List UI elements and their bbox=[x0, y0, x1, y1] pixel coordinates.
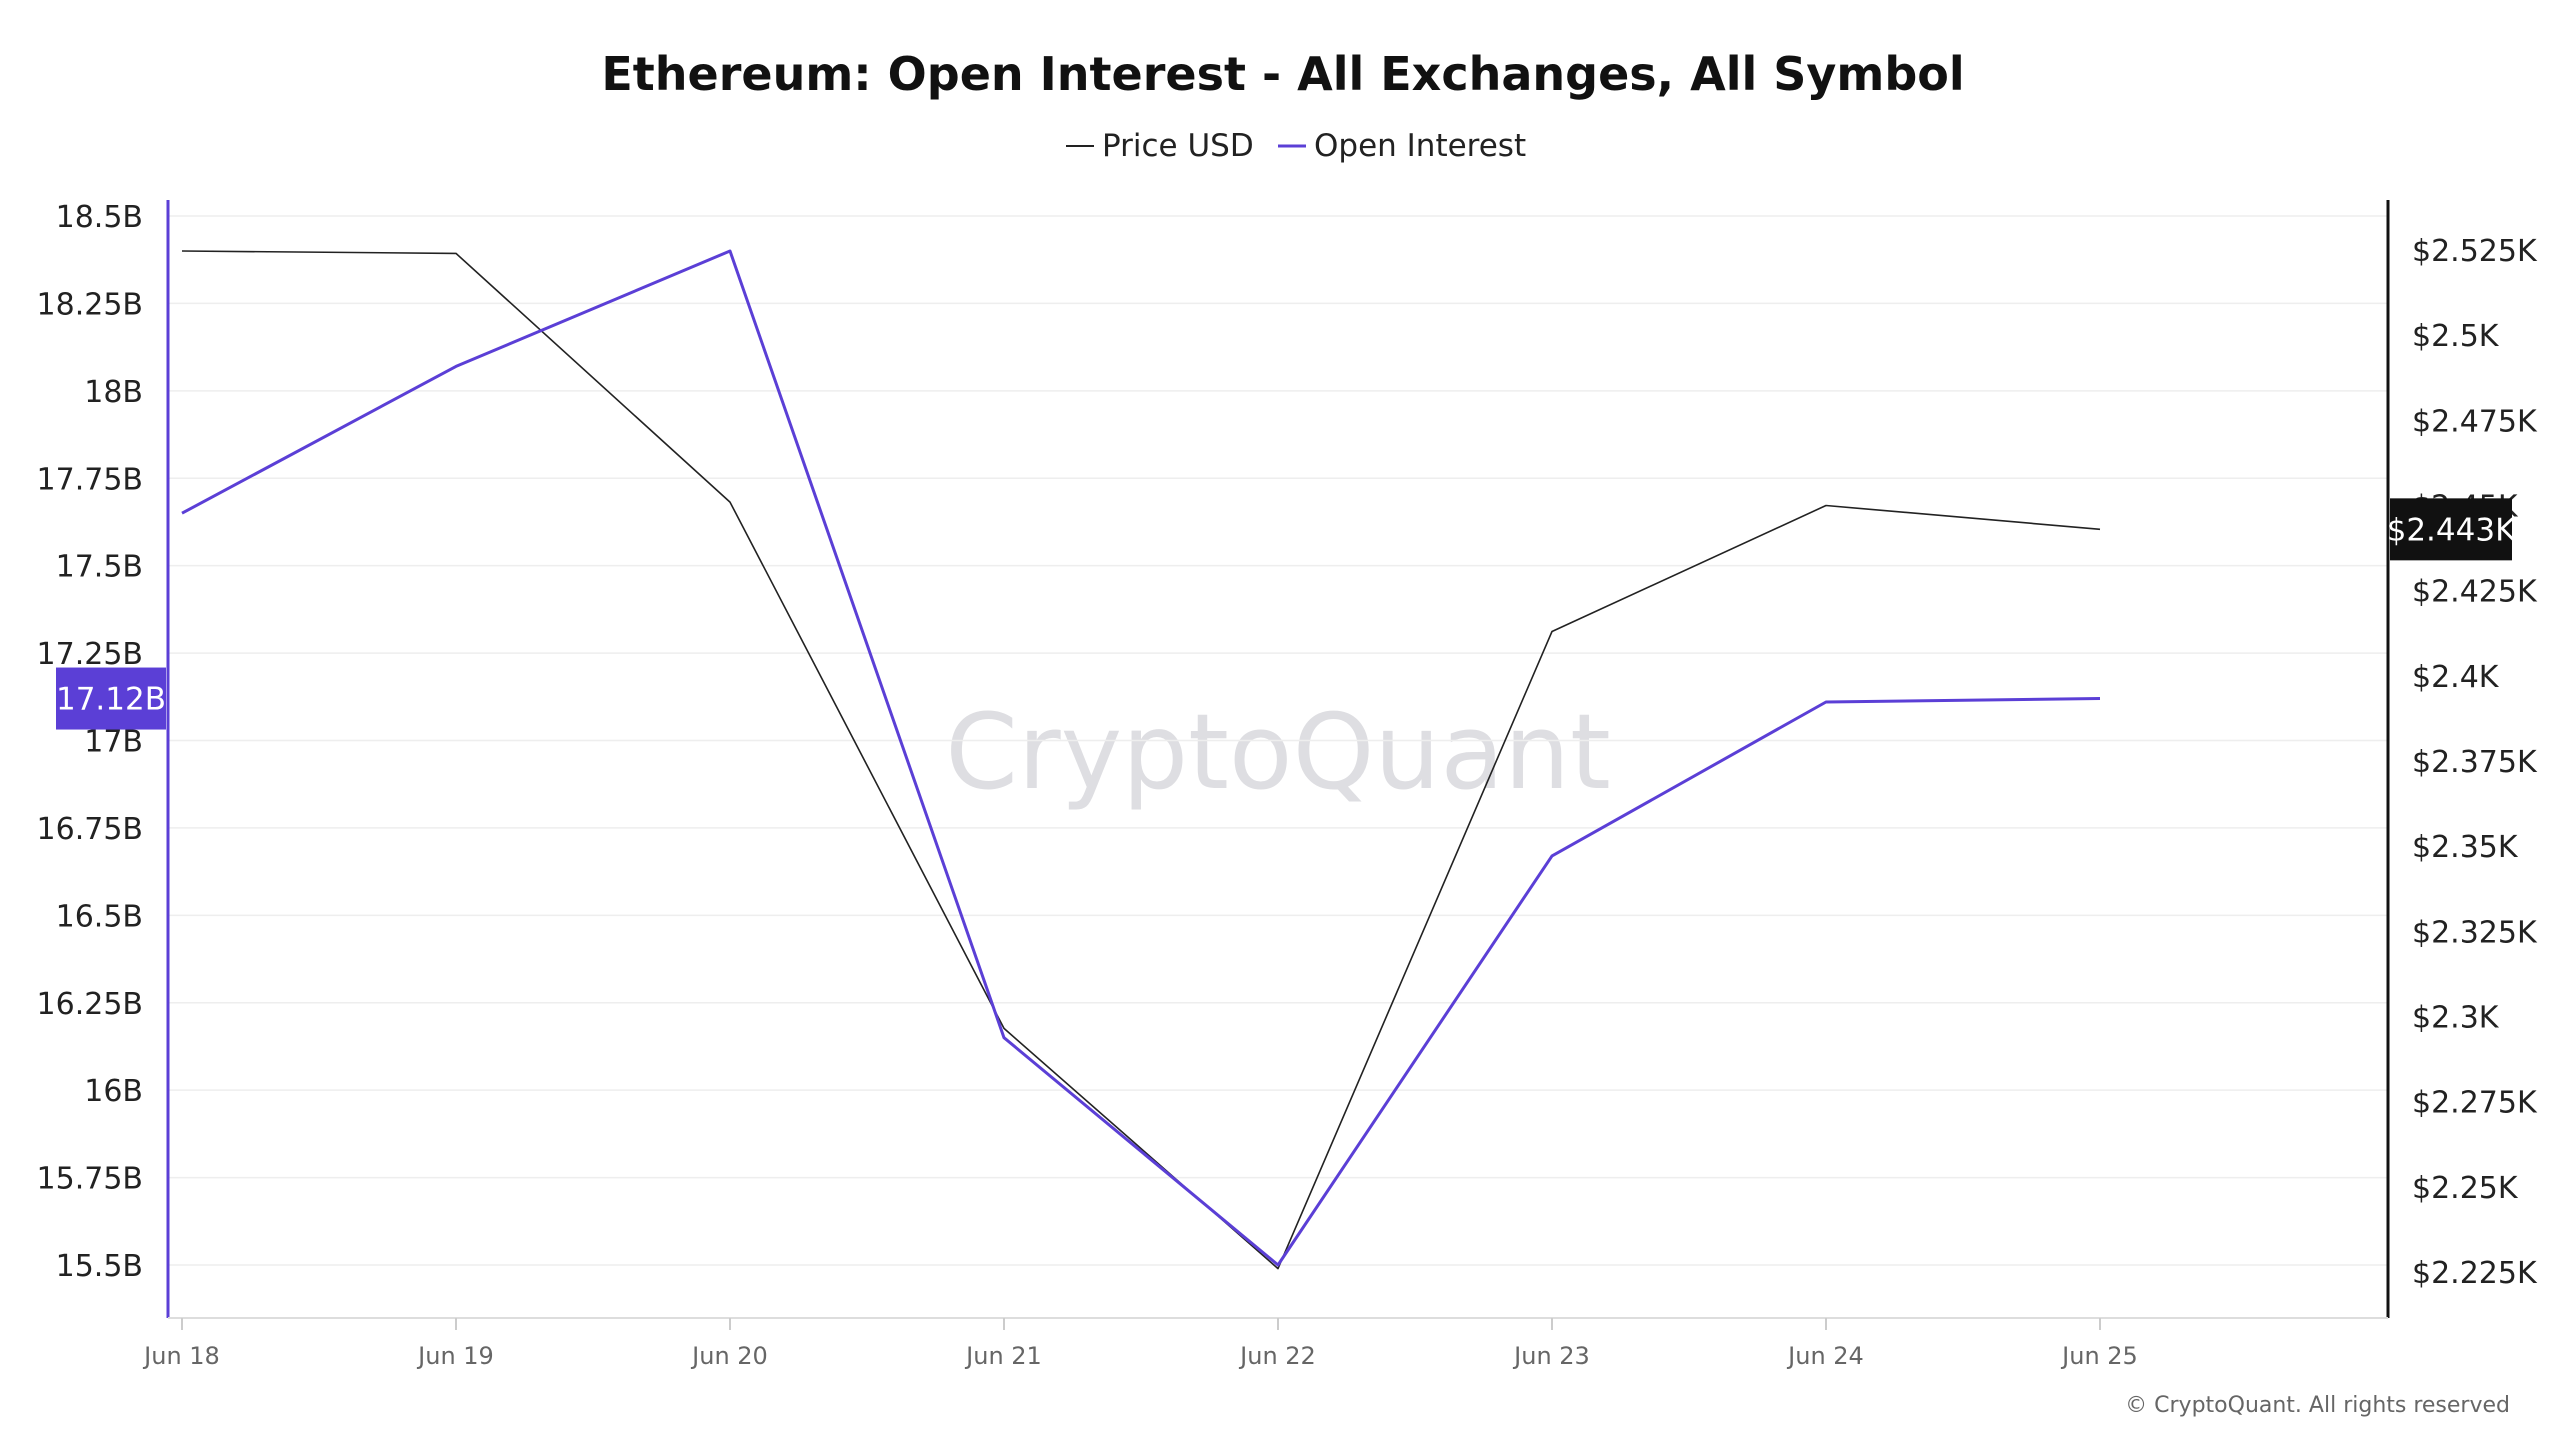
current-value-badges: 17.12B $2.443K bbox=[56, 498, 2516, 730]
right-axis-ticks: $2.525K$2.5K$2.475K$2.45K$2.425K$2.4K$2.… bbox=[2412, 234, 2538, 1291]
left-tick-label: 17.75B bbox=[37, 462, 143, 497]
right-tick-label: $2.525K bbox=[2412, 234, 2538, 269]
right-tick-label: $2.275K bbox=[2412, 1086, 2538, 1121]
right-tick-label: $2.425K bbox=[2412, 575, 2538, 610]
left-tick-label: 15.5B bbox=[56, 1249, 143, 1284]
right-tick-label: $2.25K bbox=[2412, 1171, 2519, 1206]
gridlines bbox=[168, 215, 2388, 1266]
price-current-label: $2.443K bbox=[2387, 512, 2516, 548]
right-tick-label: $2.35K bbox=[2412, 830, 2519, 865]
x-tick-label: Jun 21 bbox=[964, 1342, 1042, 1370]
left-axis-ticks: 18.5B 18.25B 18B 17.75B 17.5B 17.25B 17B 16.75B… bbox=[37, 200, 143, 1284]
right-tick-label: $2.325K bbox=[2412, 915, 2538, 950]
right-tick-label: $2.3K bbox=[2412, 1001, 2500, 1036]
oi-current-badge bbox=[56, 667, 166, 730]
right-tick-label: $2.5K bbox=[2412, 319, 2500, 354]
left-tick-label: 17B bbox=[84, 725, 143, 760]
right-tick-label: $2.4K bbox=[2412, 660, 2500, 695]
x-tick-label: Jun 22 bbox=[1238, 1342, 1316, 1370]
chart-title: Ethereum: Open Interest - All Exchanges,… bbox=[601, 47, 1964, 101]
series bbox=[181, 249, 2101, 1270]
left-tick-label: 16.75B bbox=[37, 812, 143, 847]
left-tick-label: 16.25B bbox=[37, 987, 143, 1022]
legend-price-label: Price USD bbox=[1102, 128, 1254, 164]
left-tick-label: 18B bbox=[84, 375, 143, 410]
legend: Price USD Open Interest bbox=[1066, 128, 1526, 164]
x-tick-label: Jun 23 bbox=[1512, 1342, 1590, 1370]
right-tick-label: $2.475K bbox=[2412, 404, 2538, 439]
left-tick-label: 17.25B bbox=[37, 637, 143, 672]
x-tick-label: Jun 20 bbox=[690, 1342, 768, 1370]
right-tick-label: $2.375K bbox=[2412, 745, 2538, 780]
open-interest-line bbox=[181, 249, 2101, 1267]
right-tick-label: $2.225K bbox=[2412, 1256, 2538, 1291]
watermark: CryptoQuant bbox=[945, 691, 1611, 813]
price-current-badge bbox=[2390, 498, 2512, 561]
left-tick-label: 18.5B bbox=[56, 200, 143, 235]
x-tick-label: Jun 18 bbox=[142, 1342, 220, 1370]
left-tick-label: 18.25B bbox=[37, 287, 143, 322]
price-usd-line bbox=[181, 250, 2101, 1270]
left-tick-label: 15.75B bbox=[37, 1162, 143, 1197]
x-axis-ticks: Jun 18 Jun 19 Jun 20 Jun 21 Jun 22 Jun 23 Jun … bbox=[142, 1318, 2138, 1370]
copyright: © CryptoQuant. All rights reserved bbox=[2125, 1393, 2510, 1418]
x-tick-label: Jun 25 bbox=[2060, 1342, 2138, 1370]
x-tick-label: Jun 19 bbox=[416, 1342, 494, 1370]
x-tick-label: Jun 24 bbox=[1786, 1342, 1864, 1370]
left-tick-label: 16B bbox=[84, 1074, 143, 1109]
oi-current-label: 17.12B bbox=[56, 682, 166, 718]
left-tick-label: 16.5B bbox=[56, 899, 143, 934]
left-tick-label: 17.5B bbox=[56, 550, 143, 585]
legend-oi-label: Open Interest bbox=[1314, 128, 1526, 164]
